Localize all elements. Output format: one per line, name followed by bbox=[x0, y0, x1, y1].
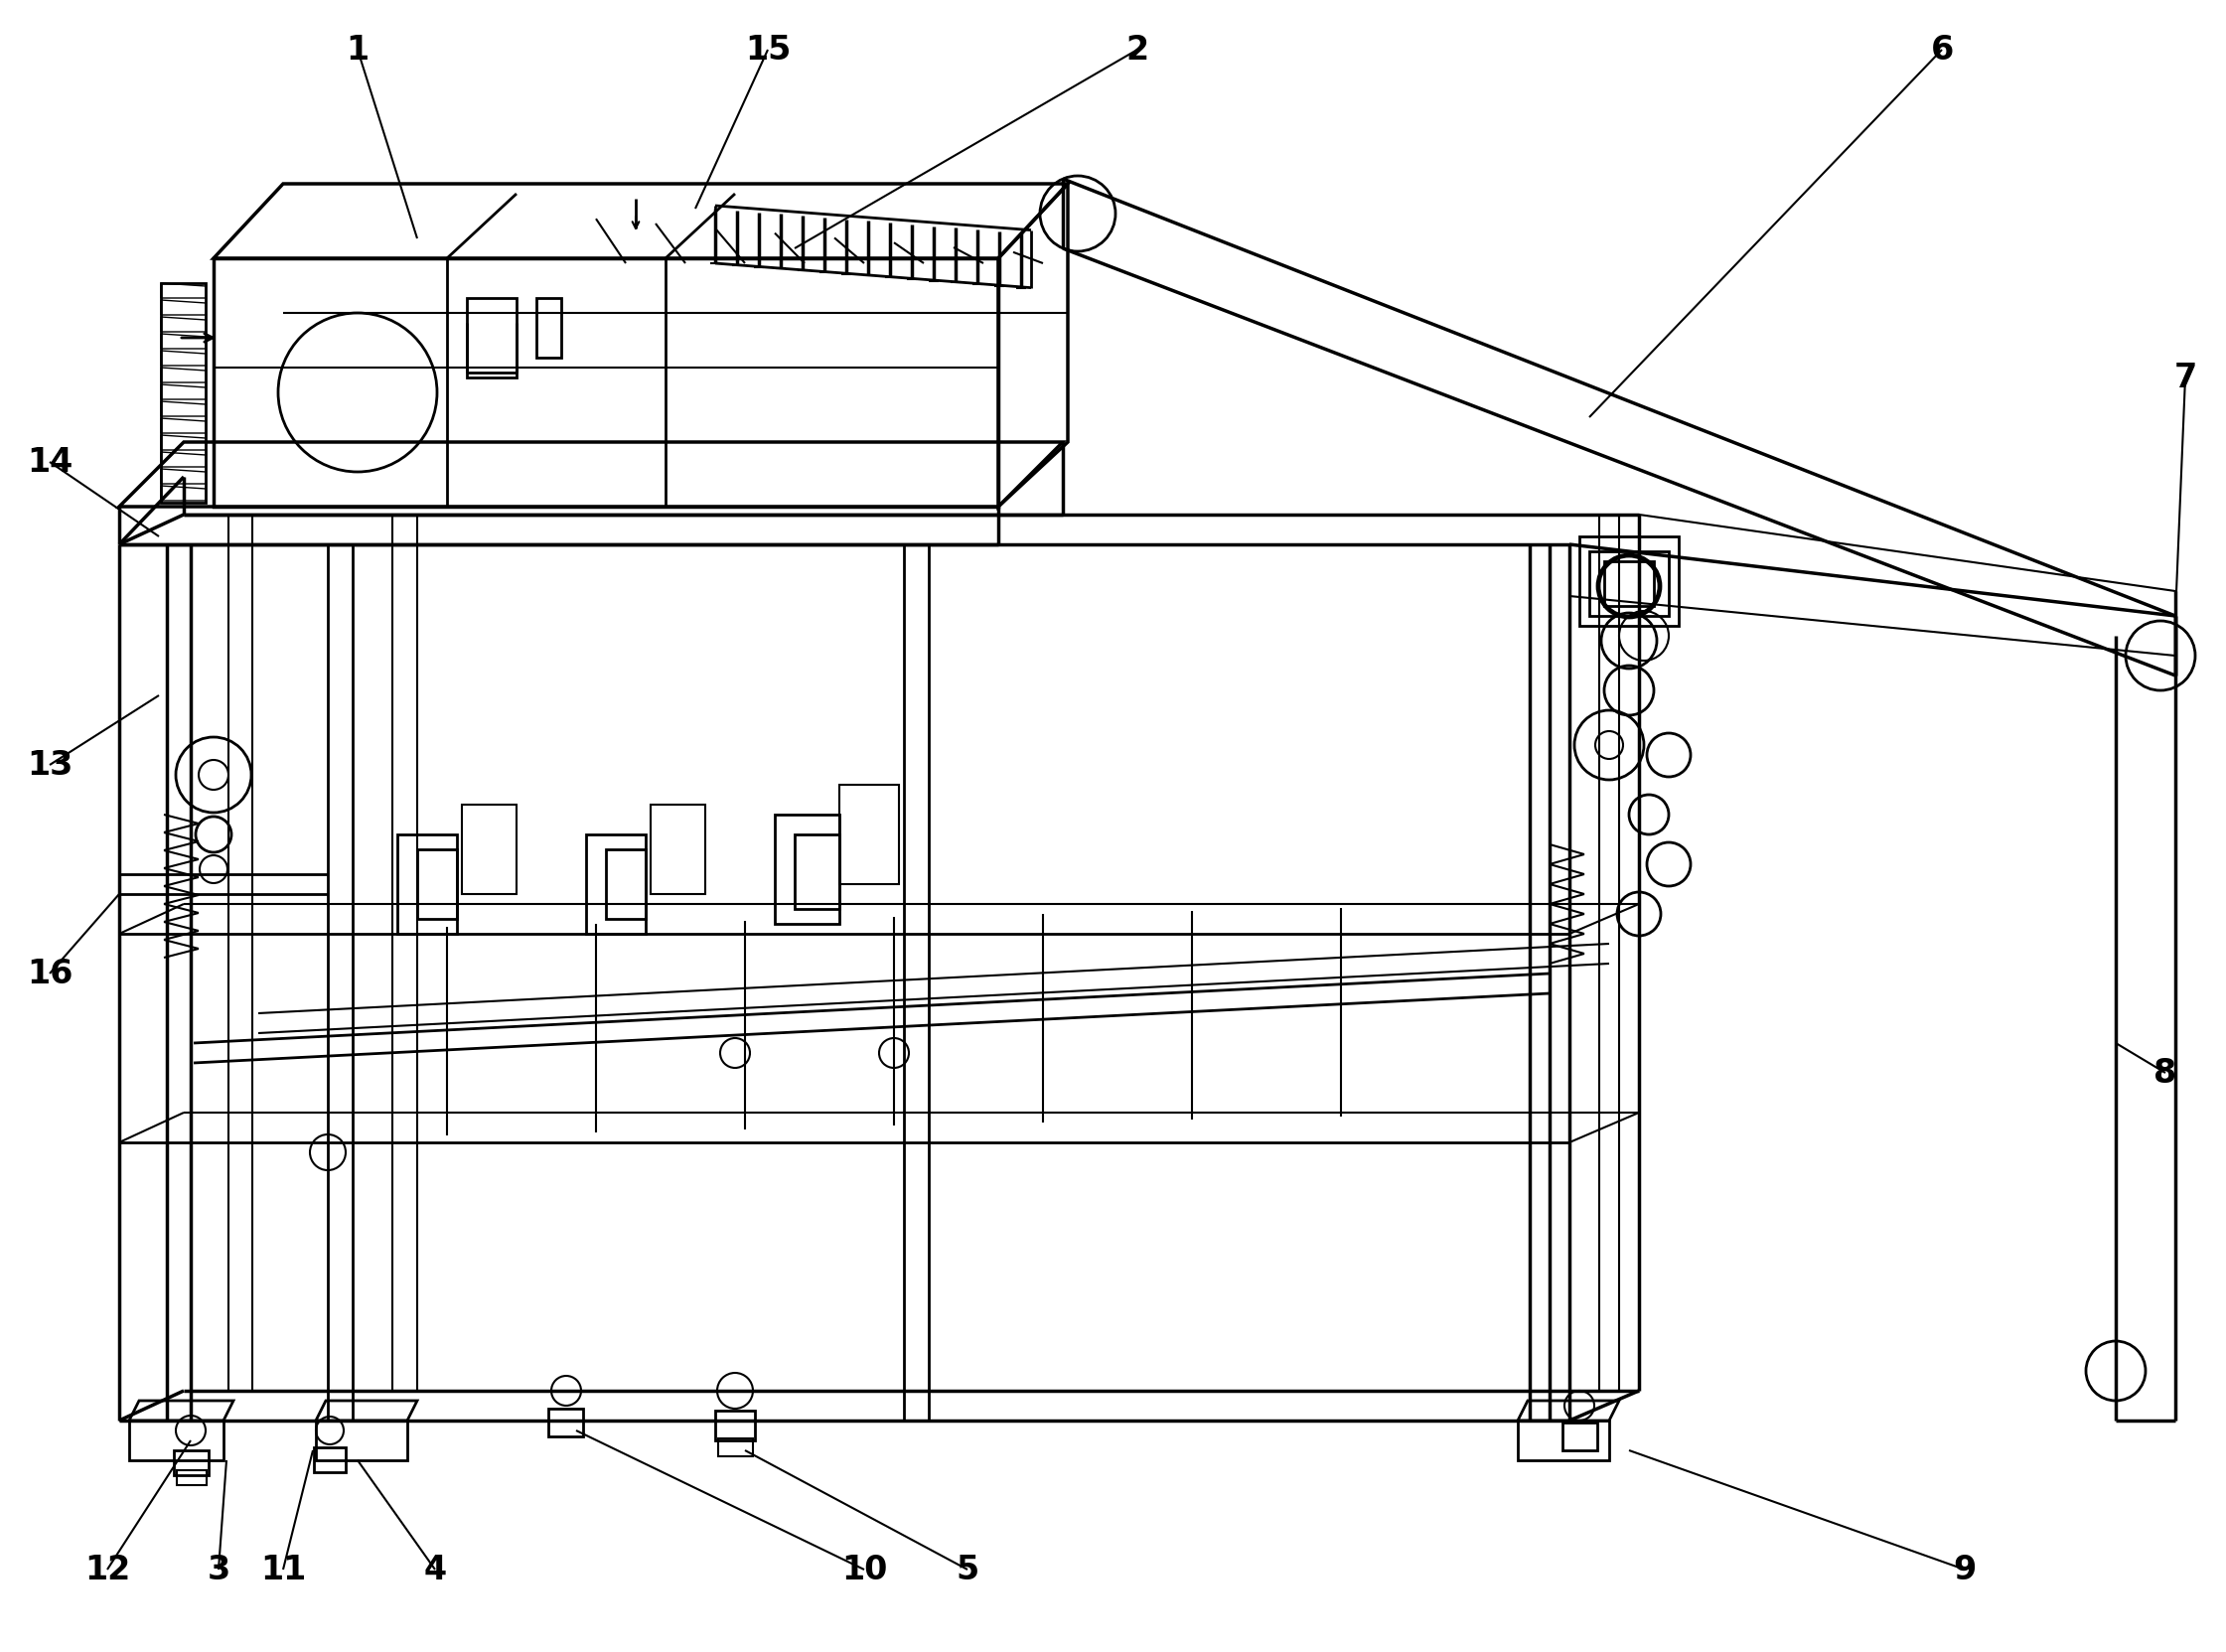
Text: 1: 1 bbox=[345, 33, 370, 66]
Text: 7: 7 bbox=[2175, 362, 2197, 393]
Text: 12: 12 bbox=[85, 1553, 131, 1586]
Bar bbox=[467, 297, 516, 378]
Bar bbox=[536, 297, 561, 357]
Text: 9: 9 bbox=[1952, 1553, 1977, 1586]
Text: 13: 13 bbox=[27, 748, 73, 781]
Bar bbox=[314, 1447, 345, 1472]
Bar bbox=[174, 1450, 209, 1475]
Bar bbox=[160, 282, 205, 502]
Bar bbox=[775, 814, 839, 923]
Bar bbox=[715, 1411, 755, 1441]
Text: 11: 11 bbox=[260, 1553, 305, 1586]
Text: 14: 14 bbox=[27, 446, 73, 479]
Bar bbox=[461, 805, 516, 894]
Text: 5: 5 bbox=[955, 1553, 979, 1586]
Text: 3: 3 bbox=[207, 1553, 229, 1586]
Bar bbox=[1605, 562, 1654, 606]
Text: 10: 10 bbox=[841, 1553, 888, 1586]
Text: 15: 15 bbox=[746, 33, 790, 66]
Text: 16: 16 bbox=[27, 957, 73, 990]
Text: 2: 2 bbox=[1126, 33, 1149, 66]
Bar bbox=[176, 1470, 207, 1485]
Bar bbox=[396, 834, 456, 933]
Bar bbox=[416, 849, 456, 919]
Bar bbox=[1580, 537, 1678, 626]
Bar bbox=[795, 834, 839, 909]
Bar bbox=[548, 1409, 583, 1437]
Bar bbox=[1589, 552, 1670, 616]
Bar bbox=[650, 805, 706, 894]
Bar bbox=[839, 785, 899, 884]
Bar bbox=[585, 834, 646, 933]
Bar bbox=[1563, 1422, 1598, 1450]
Text: 8: 8 bbox=[2155, 1057, 2177, 1089]
Bar bbox=[605, 849, 646, 919]
Text: 4: 4 bbox=[423, 1553, 447, 1586]
Bar bbox=[719, 1439, 752, 1457]
Text: 6: 6 bbox=[1930, 33, 1954, 66]
